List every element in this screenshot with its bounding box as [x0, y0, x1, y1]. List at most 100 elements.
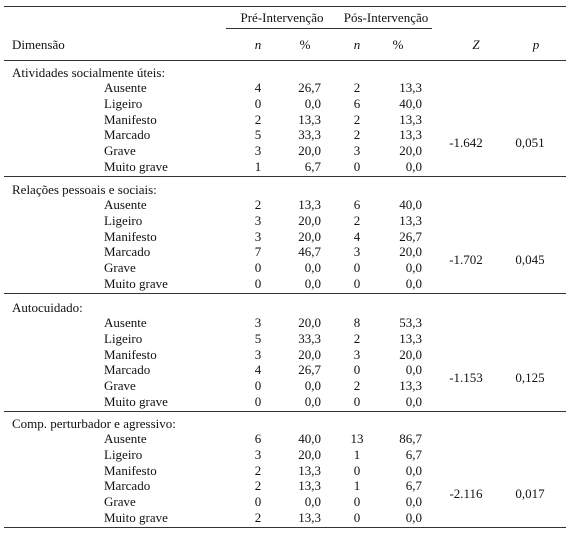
cell: 2 [353, 212, 361, 228]
cell: 20,0 [399, 244, 422, 260]
cell: 0,0 [405, 462, 422, 478]
level-label: Manifesto [104, 228, 157, 244]
cell: 13,3 [298, 462, 321, 478]
cell: 0 [254, 394, 262, 409]
z-value: -1.153 [449, 370, 483, 385]
cell: 0 [353, 494, 361, 510]
cell: 13,3 [399, 330, 422, 346]
cell: 3 [254, 446, 262, 462]
section-title: Atividades socialmente úteis: [12, 65, 166, 80]
cell: 0 [353, 362, 361, 378]
cell: 0,0 [405, 494, 422, 510]
cell: 13,3 [399, 378, 422, 394]
cell: 0,0 [304, 378, 321, 394]
cell: 20,0 [298, 212, 321, 228]
cell: 3 [353, 346, 361, 362]
cell: 0 [254, 260, 262, 276]
cell: 2 [353, 111, 361, 127]
cell: 2 [254, 462, 262, 478]
cell: 33,3 [298, 330, 321, 346]
cell: 3 [254, 315, 262, 330]
cell: 0,0 [304, 394, 321, 409]
cell: 0,0 [304, 276, 321, 291]
cell: 3 [254, 212, 262, 228]
cell: 40,0 [399, 95, 422, 111]
cell: 0,0 [405, 394, 422, 409]
cell: 0,0 [405, 510, 422, 525]
cell: 20,0 [298, 143, 321, 159]
cell: 0,0 [405, 159, 422, 174]
cell: 13,3 [399, 80, 422, 95]
cell: 0 [353, 260, 361, 276]
level-label: Muito grave [104, 159, 168, 174]
cell: 2 [254, 197, 262, 212]
z-value: -1.702 [449, 252, 483, 267]
cell: 0 [254, 378, 262, 394]
cell: 20,0 [399, 143, 422, 159]
level-label: Muito grave [104, 510, 168, 525]
cell: 2 [353, 330, 361, 346]
level-label: Manifesto [104, 346, 157, 362]
cell: 4 [254, 362, 262, 378]
cell: 0,0 [405, 260, 422, 276]
rule [4, 60, 566, 61]
cell: 0 [353, 462, 361, 478]
cell: 6 [254, 431, 262, 446]
p-value: 0,051 [515, 135, 545, 150]
cell: 20,0 [399, 346, 422, 362]
cell: 2 [353, 127, 361, 143]
cell: 0,0 [304, 95, 321, 111]
cell: 33,3 [298, 127, 321, 143]
cell: 2 [254, 478, 262, 494]
section-title: Relações pessoais e sociais: [12, 182, 157, 197]
cell: 0,0 [304, 260, 321, 276]
cell: 8 [353, 315, 361, 330]
level-label: Ausente [104, 197, 147, 212]
cell: 0 [353, 276, 361, 291]
level-label: Marcado [104, 127, 151, 143]
group-header: Pré-Intervenção [240, 10, 324, 25]
cell: 13 [350, 431, 364, 446]
cell: 3 [254, 143, 262, 159]
level-label: Ligeiro [104, 95, 143, 111]
section-title: Autocuidado: [12, 300, 83, 315]
cell: 4 [353, 228, 361, 244]
level-label: Manifesto [104, 111, 157, 127]
cell: 13,3 [399, 212, 422, 228]
cell: 5 [254, 127, 262, 143]
cell: 3 [254, 346, 262, 362]
rule [4, 411, 566, 412]
level-label: Ligeiro [104, 330, 143, 346]
cell: 3 [353, 244, 361, 260]
level-label: Marcado [104, 478, 151, 494]
p-value: 0,125 [515, 370, 545, 385]
cell: 0 [353, 159, 361, 174]
cell: 0 [254, 494, 262, 510]
z-value: -1.642 [449, 135, 483, 150]
level-label: Muito grave [104, 394, 168, 409]
cell: 2 [254, 111, 262, 127]
cell: 13,3 [399, 111, 422, 127]
cell: 13,3 [298, 478, 321, 494]
column-header: n [254, 37, 262, 52]
cell: 46,7 [298, 244, 321, 260]
level-label: Ausente [104, 80, 147, 95]
rule [4, 293, 566, 294]
cell: 13,3 [399, 127, 422, 143]
column-header: Z [472, 37, 480, 52]
cell: 86,7 [399, 431, 422, 446]
cell: 20,0 [298, 346, 321, 362]
level-label: Grave [104, 494, 136, 510]
cell: 26,7 [399, 228, 422, 244]
level-label: Grave [104, 143, 136, 159]
cell: 26,7 [298, 80, 321, 95]
level-label: Manifesto [104, 462, 157, 478]
cell: 0,0 [304, 494, 321, 510]
cell: 0,0 [405, 362, 422, 378]
rule [4, 6, 566, 7]
cell: 0 [254, 95, 262, 111]
level-label: Marcado [104, 244, 151, 260]
cell: 13,3 [298, 197, 321, 212]
cell: 40,0 [298, 431, 321, 446]
